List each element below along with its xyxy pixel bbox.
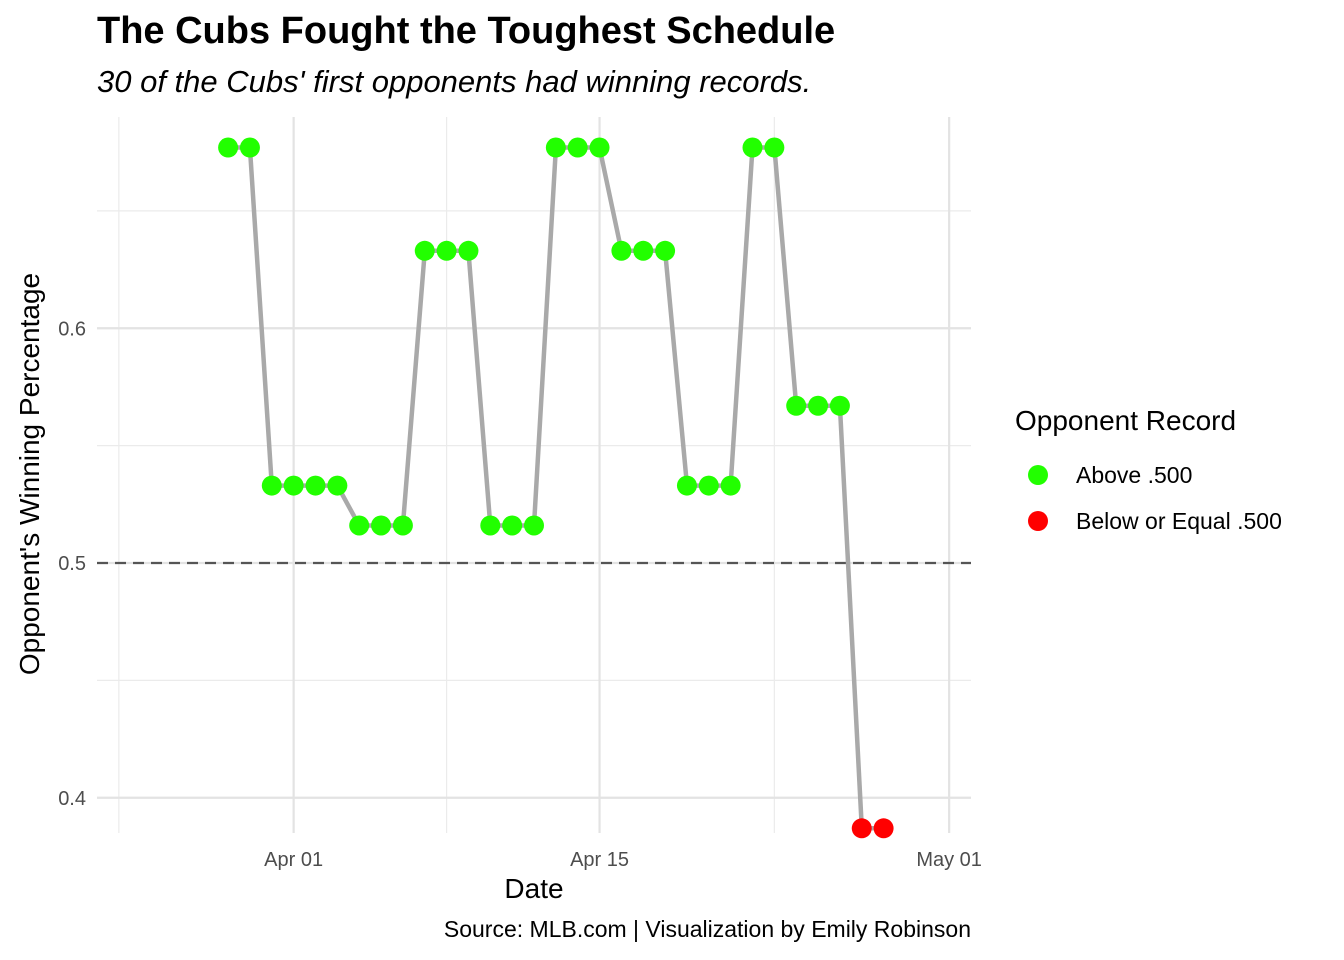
data-point bbox=[458, 240, 479, 261]
data-point bbox=[611, 240, 632, 261]
data-point bbox=[327, 475, 348, 496]
data-point bbox=[742, 137, 763, 158]
chart-caption: Source: MLB.com | Visualization by Emily… bbox=[443, 916, 971, 942]
legend-label-above: Above .500 bbox=[1076, 461, 1193, 488]
data-point bbox=[545, 137, 566, 158]
major-gridlines bbox=[97, 117, 971, 833]
data-point bbox=[676, 475, 697, 496]
data-point bbox=[829, 395, 850, 416]
data-point bbox=[655, 240, 676, 261]
data-point bbox=[502, 515, 523, 536]
x-tick-label: Apr 01 bbox=[264, 849, 323, 871]
data-point bbox=[567, 137, 588, 158]
data-point bbox=[218, 137, 239, 158]
data-points bbox=[218, 137, 894, 839]
data-point bbox=[261, 475, 282, 496]
data-point bbox=[764, 137, 785, 158]
series-line bbox=[228, 145, 884, 831]
data-point bbox=[392, 515, 413, 536]
y-tick-label: 0.5 bbox=[58, 553, 86, 575]
legend-item-above: Above .500 bbox=[1028, 460, 1192, 490]
legend-swatch-above bbox=[1028, 465, 1048, 485]
data-point bbox=[873, 818, 894, 839]
chart-title: The Cubs Fought the Toughest Schedule bbox=[97, 10, 836, 52]
data-point bbox=[698, 475, 719, 496]
x-axis-label: Date bbox=[504, 873, 564, 904]
data-point bbox=[349, 515, 370, 536]
data-point bbox=[305, 475, 326, 496]
y-axis-label: Opponent's Winning Percentage bbox=[14, 272, 45, 676]
y-tick-label: 0.6 bbox=[58, 318, 86, 340]
data-point bbox=[524, 515, 544, 536]
y-tick-labels: 0.4 0.5 0.6 bbox=[58, 318, 86, 810]
x-tick-labels: Apr 01 Apr 15 May 01 bbox=[264, 849, 982, 871]
data-point bbox=[808, 395, 829, 416]
legend-item-below: Below or Equal .500 bbox=[1028, 506, 1282, 536]
minor-gridlines bbox=[97, 117, 971, 833]
legend-swatch-below bbox=[1028, 511, 1048, 531]
data-point bbox=[283, 475, 304, 496]
data-point bbox=[414, 240, 435, 261]
data-point bbox=[851, 818, 872, 839]
legend-title: Opponent Record bbox=[1015, 405, 1237, 436]
chart-subtitle: 30 of the Cubs' first opponents had winn… bbox=[97, 64, 812, 99]
data-point bbox=[633, 240, 654, 261]
y-tick-label: 0.4 bbox=[58, 788, 86, 810]
data-point bbox=[480, 515, 501, 536]
x-tick-label: Apr 15 bbox=[570, 849, 629, 871]
data-point bbox=[239, 137, 260, 158]
data-point bbox=[720, 475, 741, 496]
x-tick-label: May 01 bbox=[916, 849, 982, 871]
data-point bbox=[436, 240, 457, 261]
data-point bbox=[786, 395, 807, 416]
legend-label-below: Below or Equal .500 bbox=[1076, 507, 1282, 534]
series-line-layer bbox=[228, 145, 884, 831]
data-point bbox=[589, 137, 610, 158]
data-point bbox=[371, 515, 392, 536]
